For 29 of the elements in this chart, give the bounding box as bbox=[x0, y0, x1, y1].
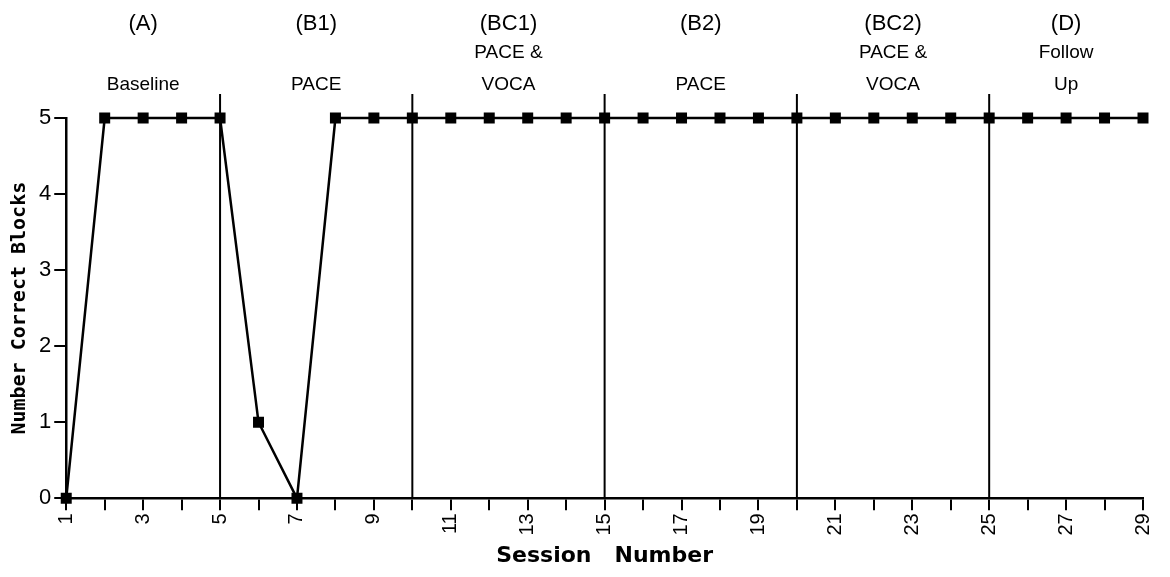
x-tick-label: 21 bbox=[822, 513, 845, 536]
x-tick-label: 3 bbox=[130, 513, 153, 525]
x-tick-label: 7 bbox=[284, 513, 307, 525]
y-tick-label: 2 bbox=[38, 332, 52, 358]
x-tick-label: 11 bbox=[438, 513, 461, 535]
y-axis-title: Number Correct Blocks bbox=[6, 181, 31, 435]
text: (B2) PACE bbox=[675, 10, 726, 94]
x-tick-label: 19 bbox=[745, 513, 768, 536]
x-axis-title: Session Number bbox=[496, 541, 714, 567]
x-tick-label: 15 bbox=[592, 513, 615, 536]
text: (BC1) PACE & VOCA bbox=[474, 10, 543, 94]
y-tick-label: 3 bbox=[38, 256, 52, 282]
x-tick-label: 23 bbox=[899, 513, 922, 536]
x-tick-label: 1 bbox=[53, 513, 76, 525]
text: (BC2) PACE & VOCA bbox=[858, 10, 928, 94]
y-tick-label: 5 bbox=[38, 104, 52, 130]
y-tick-label: 0 bbox=[38, 484, 52, 510]
x-tick-label: 27 bbox=[1053, 513, 1076, 536]
x-tick-label: 17 bbox=[669, 513, 692, 536]
text: (B1) PACE bbox=[291, 10, 342, 94]
x-tick-label: 9 bbox=[361, 513, 384, 525]
text: (D) Follow Up bbox=[1038, 10, 1094, 94]
y-tick-label: 4 bbox=[38, 180, 52, 206]
y-tick-label: 1 bbox=[38, 408, 52, 434]
x-tick-label: 13 bbox=[515, 513, 538, 536]
x-tick-label: 29 bbox=[1130, 513, 1153, 536]
text: (A) Baseline bbox=[106, 10, 180, 94]
x-tick-label: 5 bbox=[207, 513, 230, 525]
x-tick-label: 25 bbox=[976, 513, 999, 536]
